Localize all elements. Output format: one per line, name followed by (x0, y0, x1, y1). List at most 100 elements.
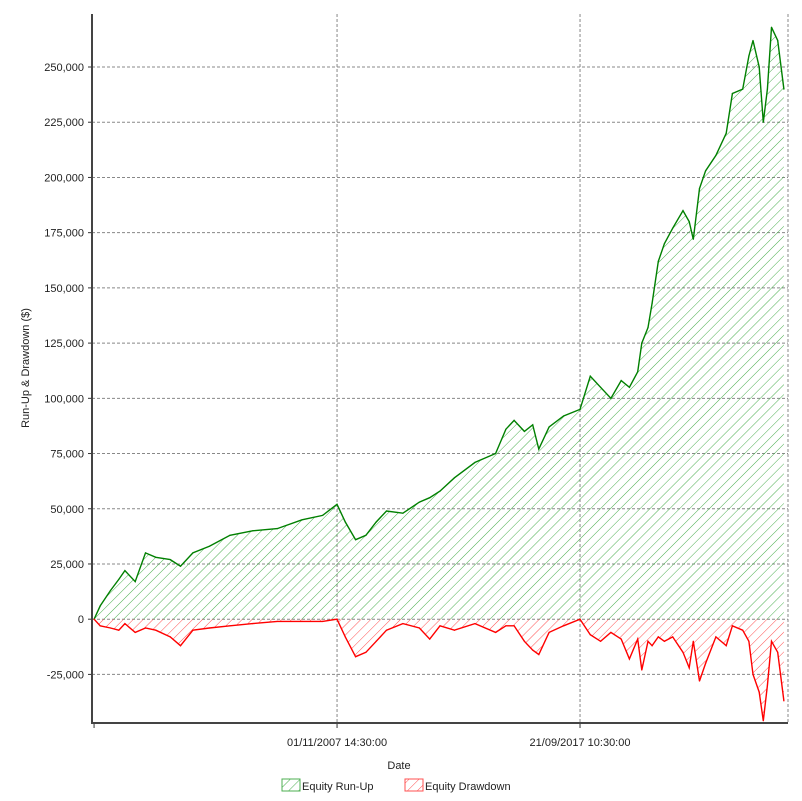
drawdown-point (752, 673, 754, 676)
runup-point (169, 558, 171, 561)
runup-point (276, 528, 278, 530)
y-axis-title: Run-Up & Drawdown ($) (20, 308, 32, 428)
drawdown-point (548, 631, 550, 634)
y-tick-label: 0 (78, 614, 84, 626)
drawdown-point (682, 651, 684, 653)
runup-point (155, 556, 157, 558)
legend-label-runup: Equity Run-Up (302, 781, 374, 793)
y-tick-label: 150,000 (44, 283, 84, 295)
drawdown-point (758, 691, 760, 693)
drawdown-point (301, 620, 303, 622)
y-tick-label: 100,000 (44, 393, 84, 405)
x-tick-label: 01/11/2007 14:30:00 (287, 737, 387, 749)
runup-point (589, 375, 591, 377)
runup-point (692, 238, 694, 240)
runup-point (429, 497, 431, 499)
runup-point (229, 534, 231, 536)
drawdown-point (229, 625, 231, 627)
drawdown-point (610, 631, 612, 634)
drawdown-point (628, 658, 631, 660)
runup-point (134, 581, 136, 583)
runup-point (365, 534, 367, 536)
drawdown-point (453, 629, 456, 631)
drawdown-point (365, 651, 367, 653)
runup-point (144, 552, 147, 554)
drawdown-point (192, 629, 194, 631)
runup-point (637, 371, 639, 373)
drawdown-point (336, 618, 338, 620)
drawdown-point (155, 629, 157, 631)
drawdown-point (620, 638, 622, 640)
drawdown-point (385, 629, 388, 631)
axes: 250,000 225,000 200,000 175,000 150,000 125,0… (44, 14, 788, 749)
drawdown-point (474, 623, 476, 625)
y-tick-label: 225,000 (44, 117, 84, 129)
runup-point (610, 397, 612, 399)
y-tick-label: 50,000 (50, 504, 84, 516)
runup-point (109, 589, 112, 592)
drawdown-point (637, 638, 639, 640)
y-tick-label: -25,000 (47, 669, 84, 681)
runup-point (523, 430, 526, 433)
drawdown-point (99, 625, 101, 627)
drawdown-point (641, 669, 643, 671)
runup-point (663, 243, 666, 245)
drawdown-point (523, 640, 526, 642)
runup-point (402, 512, 404, 514)
runup-point (513, 419, 515, 422)
y-tick-label: 175,000 (44, 228, 84, 240)
y-tick-label: 125,000 (44, 338, 84, 350)
drawdown-point (322, 620, 324, 622)
drawdown-point (651, 645, 653, 647)
legend-label-drawdown: Equity Drawdown (425, 781, 511, 793)
drawdown-point (118, 629, 120, 631)
runup-point (647, 327, 649, 329)
runup-point (705, 170, 707, 172)
drawdown-point (354, 656, 357, 658)
drawdown-point (93, 618, 95, 620)
runup-point (688, 221, 690, 223)
drawdown-point (705, 662, 707, 664)
runup-point (439, 490, 441, 492)
drawdown-point (208, 627, 210, 629)
drawdown-point (766, 684, 769, 687)
runup-point (770, 26, 773, 28)
y-tick-label: 200,000 (44, 172, 84, 184)
drawdown-point (134, 631, 136, 634)
runup-point (562, 415, 565, 417)
legend-item-drawdown[interactable]: Equity Drawdown (404, 778, 511, 793)
runup-point (758, 66, 760, 68)
runup-point (118, 578, 120, 581)
runup-point (192, 552, 194, 554)
drawdown-point (698, 680, 701, 682)
runup-point (252, 530, 254, 532)
drawdown-point (418, 627, 421, 629)
legend-item-runup[interactable]: Equity Run-Up (281, 778, 374, 793)
drawdown-point (513, 625, 515, 627)
runup-point (715, 154, 717, 156)
runup-point (322, 514, 324, 516)
runup-point (354, 539, 357, 541)
runup-point (124, 569, 126, 572)
runup-point (742, 88, 744, 90)
drawdown-point (109, 627, 112, 629)
drawdown-point (748, 640, 750, 642)
drawdown-point (783, 700, 785, 702)
drawdown-point (770, 640, 773, 642)
drawdown-point (344, 636, 346, 638)
runup-point (453, 477, 456, 479)
runup-point (748, 55, 750, 57)
runup-point (682, 209, 684, 212)
drawdown-point (179, 645, 182, 647)
drawdown-point (169, 636, 171, 638)
runup-point (783, 88, 785, 90)
runup-point (538, 448, 540, 450)
drawdown-point (692, 640, 694, 642)
drawdown-point (276, 620, 278, 622)
runup-point (752, 39, 754, 42)
drawdown-point (600, 640, 602, 642)
runup-point (657, 260, 659, 262)
drawdown-point (672, 636, 674, 638)
drawdown-point (375, 640, 377, 642)
